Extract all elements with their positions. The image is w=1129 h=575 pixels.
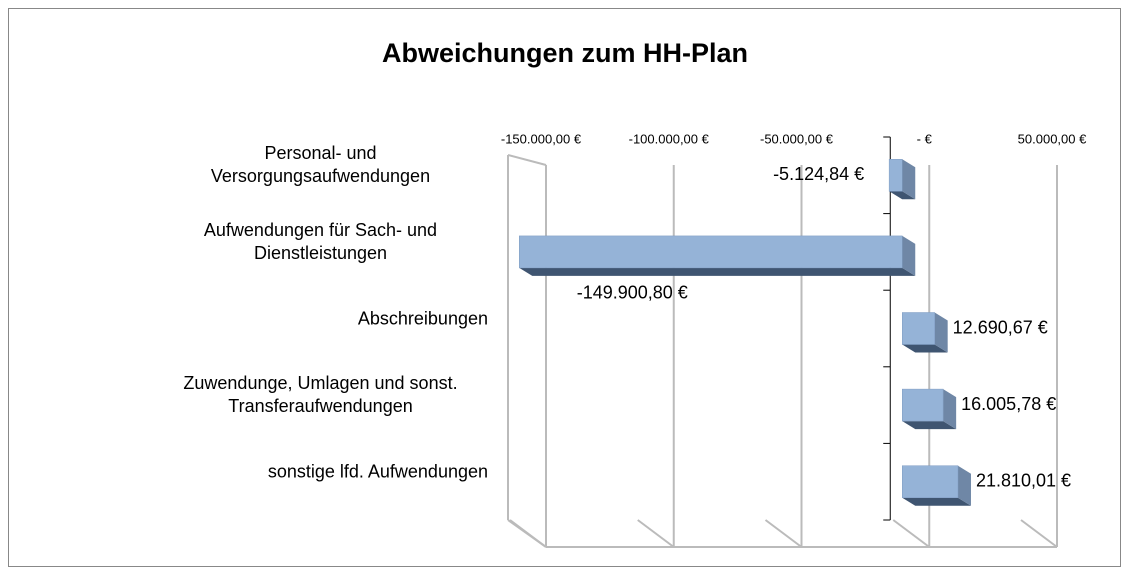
grid-line-floor: [892, 519, 930, 548]
bar-bottom: [519, 267, 916, 276]
bar-bottom: [902, 421, 957, 430]
wall-edge: [507, 154, 547, 166]
chart-title: Abweichungen zum HH-Plan: [382, 38, 748, 68]
bar-side: [943, 389, 957, 430]
bar-side: [934, 312, 948, 353]
grid-line-floor: [1020, 519, 1058, 548]
bar: [902, 312, 935, 345]
bar-side: [902, 159, 916, 200]
bar: [902, 465, 959, 498]
chart-border: [8, 8, 1121, 567]
data-label: -149.900,80 €: [577, 283, 688, 303]
grid-line-floor: [764, 519, 803, 548]
bar: [902, 388, 944, 422]
bar-side: [957, 465, 971, 506]
bar-bottom: [889, 191, 916, 200]
x-tick-label: -100.000,00 €: [629, 131, 710, 146]
data-label: 21.810,01 €: [976, 470, 1071, 490]
category-label: sonstige lfd. Aufwendungen: [267, 461, 488, 482]
category-label: Abschreibungen: [357, 308, 488, 328]
x-tick-label: -50.000,00 €: [760, 131, 834, 146]
grid-line-floor: [509, 519, 547, 548]
bar-bottom: [902, 497, 971, 506]
category-label: Personal- und Versorgungsaufwendungen: [210, 143, 431, 187]
bar: [888, 159, 903, 192]
data-label: 16.005,78 €: [961, 394, 1056, 414]
x-tick-label: - €: [917, 131, 933, 146]
bar: [519, 235, 903, 269]
data-label: 12.690,67 €: [953, 317, 1048, 337]
bar-bottom: [902, 344, 948, 353]
category-label: Aufwendungen für Sach- und Dienstleistun…: [203, 219, 438, 263]
x-tick-label: -150.000,00 €: [501, 131, 582, 146]
grid-line-floor: [637, 519, 675, 548]
x-tick-label: 50.000,00 €: [1018, 131, 1087, 146]
bar-side: [902, 235, 916, 276]
data-label: -5.124,84 €: [773, 164, 864, 184]
category-label: Zuwendunge, Umlagen und sonst. Transfera…: [183, 373, 458, 417]
